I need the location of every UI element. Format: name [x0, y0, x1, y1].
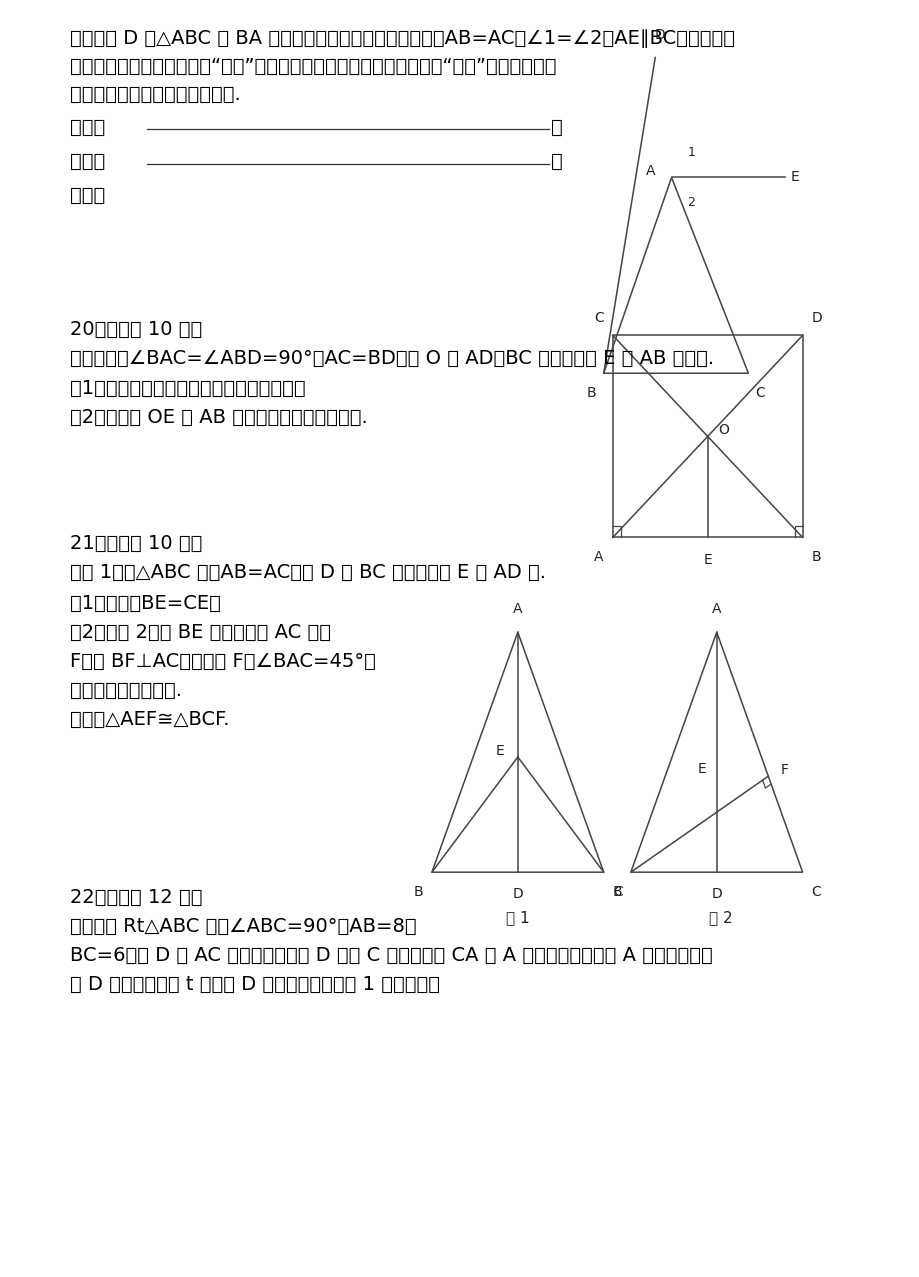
Text: 图 2: 图 2 [709, 911, 732, 925]
Text: B: B [811, 550, 821, 564]
Text: C: C [594, 312, 603, 326]
Text: （2）试判断 OE 和 AB 的位置关系，并给予证明.: （2）试判断 OE 和 AB 的位置关系，并给予证明. [70, 407, 368, 427]
Text: E: E [702, 553, 711, 567]
Text: 。: 。 [550, 152, 562, 171]
Text: 求证：: 求证： [70, 152, 106, 171]
Text: 如图，点 D 是△ABC 的 BA 边的延长线上一点，有以下三项：AB=AC，∠1=∠2，AE∥BC，请把其中: 如图，点 D 是△ABC 的 BA 边的延长线上一点，有以下三项：AB=AC，∠… [70, 29, 734, 49]
Text: 两项作为条件，填入下面的“已知”栏中，另一项作为结论，填入下面的“求证”栏中，使之组: 两项作为条件，填入下面的“已知”栏中，另一项作为结论，填入下面的“求证”栏中，使… [70, 56, 556, 75]
Text: A: A [513, 601, 522, 616]
Text: 原题设其它条件不变.: 原题设其它条件不变. [70, 681, 182, 700]
Text: 22．（本题 12 分）: 22．（本题 12 分） [70, 888, 202, 907]
Text: 成一个真命题，并写出证明过程.: 成一个真命题，并写出证明过程. [70, 84, 241, 103]
Text: （1）求证：BE=CE；: （1）求证：BE=CE； [70, 594, 221, 613]
Text: C: C [612, 885, 622, 899]
Text: 21．（本题 10 分）: 21．（本题 10 分） [70, 534, 202, 553]
Text: E: E [790, 170, 799, 184]
Text: （1）图中有哪几对全等三角形？请写出来；: （1）图中有哪几对全等三角形？请写出来； [70, 379, 305, 398]
Text: C: C [754, 386, 765, 400]
Text: E: E [697, 762, 705, 776]
Text: B: B [413, 885, 423, 899]
Text: A: A [645, 165, 654, 179]
Text: D: D [811, 312, 822, 326]
Text: D: D [512, 888, 523, 902]
Text: 已知：: 已知： [70, 117, 106, 137]
Text: 图 1: 图 1 [505, 911, 529, 925]
Text: 1: 1 [686, 146, 695, 158]
Text: C: C [811, 885, 821, 899]
Text: 求证：△AEF≅△BCF.: 求证：△AEF≅△BCF. [70, 710, 230, 729]
Text: （2）如图 2，若 BE 的延长线交 AC 于点: （2）如图 2，若 BE 的延长线交 AC 于点 [70, 623, 331, 641]
Text: 如图，在 Rt△ABC 中，∠ABC=90°，AB=8，: 如图，在 Rt△ABC 中，∠ABC=90°，AB=8， [70, 917, 416, 936]
Text: BC=6，点 D 为 AC 边上的动点，点 D 从点 C 出发，沿边 CA 往 A 运动，当运动到点 A 时停止，若设: BC=6，点 D 为 AC 边上的动点，点 D 从点 C 出发，沿边 CA 往 … [70, 946, 712, 965]
Text: D: D [710, 888, 721, 902]
Text: B: B [586, 386, 596, 400]
Text: 20．（本题 10 分）: 20．（本题 10 分） [70, 319, 202, 338]
Text: A: A [711, 601, 720, 616]
Text: 如图 1，在△ABC 中，AB=AC，点 D 是 BC 的中点，点 E 在 AD 上.: 如图 1，在△ABC 中，AB=AC，点 D 是 BC 的中点，点 E 在 AD… [70, 563, 546, 582]
Text: A: A [594, 550, 603, 564]
Text: F，且 BF⊥AC，垂足为 F，∠BAC=45°，: F，且 BF⊥AC，垂足为 F，∠BAC=45°， [70, 651, 376, 670]
Text: O: O [718, 423, 729, 437]
Text: 点 D 运动的时间为 t 秒，点 D 运动的速度为每秒 1 个单位长度: 点 D 运动的时间为 t 秒，点 D 运动的速度为每秒 1 个单位长度 [70, 976, 440, 994]
Text: ，: ， [550, 117, 562, 137]
Text: E: E [495, 743, 504, 757]
Text: F: F [780, 762, 789, 776]
Text: B: B [611, 885, 621, 899]
Text: 2: 2 [686, 197, 695, 209]
Text: 如图所示，∠BAC=∠ABD=90°，AC=BD，点 O 是 AD，BC 的交点，点 E 是 AB 的中点.: 如图所示，∠BAC=∠ABD=90°，AC=BD，点 O 是 AD，BC 的交点… [70, 349, 713, 368]
Text: 证明：: 证明： [70, 185, 106, 204]
Text: D: D [653, 28, 664, 42]
